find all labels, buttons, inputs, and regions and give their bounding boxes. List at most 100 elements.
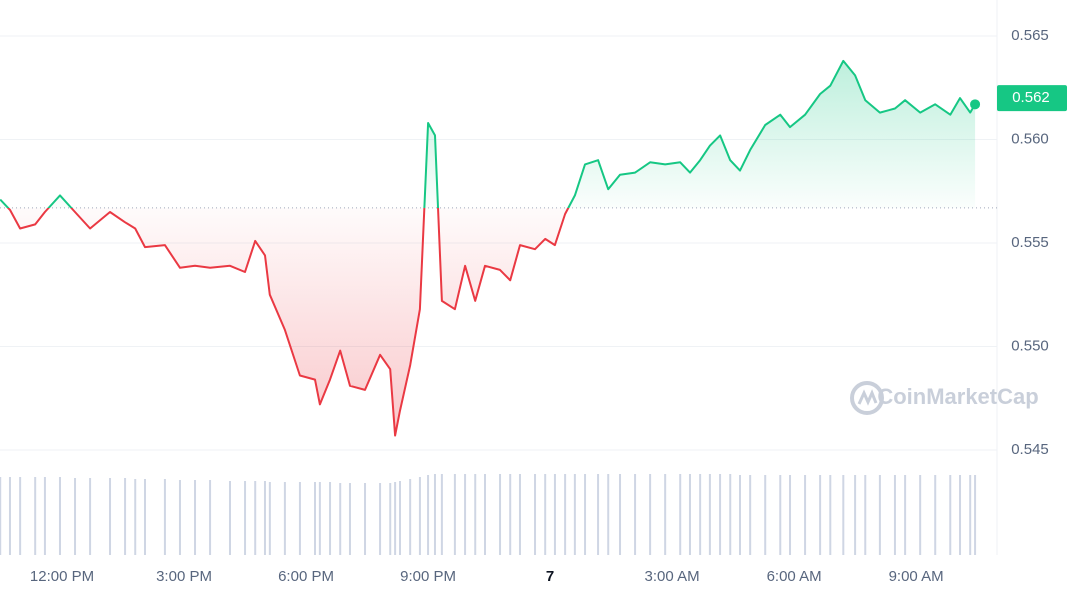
volume-bar bbox=[499, 474, 502, 555]
volume-bar bbox=[43, 477, 46, 555]
volume-bar bbox=[679, 474, 682, 555]
last-point bbox=[970, 99, 981, 110]
x-tick-label: 6:00 AM bbox=[767, 568, 822, 585]
price-line bbox=[0, 59, 976, 437]
volume-bar bbox=[453, 474, 456, 555]
volume-bar bbox=[959, 475, 962, 555]
y-tick-label: 0.550 bbox=[1011, 337, 1049, 354]
volume-bar bbox=[209, 480, 212, 555]
volume-bar bbox=[597, 474, 600, 555]
volume-bar bbox=[534, 474, 537, 555]
volume-bar bbox=[804, 475, 807, 555]
volume-bar bbox=[634, 474, 637, 555]
area-fill bbox=[0, 60, 976, 436]
x-tick-label: 3:00 AM bbox=[645, 568, 700, 585]
x-tick-label: 6:00 PM bbox=[278, 568, 334, 585]
volume-bar bbox=[427, 475, 430, 555]
volume-bar bbox=[398, 481, 401, 555]
volume-bar bbox=[379, 483, 382, 555]
volume-bar bbox=[708, 474, 711, 555]
volume-bar bbox=[842, 475, 845, 555]
volume-bar bbox=[440, 474, 443, 555]
volume-bar bbox=[779, 475, 782, 555]
volume-bar bbox=[864, 475, 867, 555]
volume-bar bbox=[919, 475, 922, 555]
volume-bar bbox=[483, 474, 486, 555]
volume-bar bbox=[228, 481, 231, 555]
volume-bar bbox=[829, 475, 832, 555]
volume-bar bbox=[584, 474, 587, 555]
volume-bar bbox=[969, 475, 972, 555]
volume-bar bbox=[409, 479, 412, 555]
volume-bar bbox=[389, 483, 392, 555]
volume-bar bbox=[58, 477, 61, 555]
volume-bar bbox=[134, 479, 137, 555]
volume-bar bbox=[934, 475, 937, 555]
volume-bar bbox=[8, 477, 11, 555]
volume-bar bbox=[789, 475, 792, 555]
volume-bar bbox=[893, 475, 896, 555]
price-tag-label: 0.562 bbox=[1012, 89, 1050, 106]
volume-bar bbox=[194, 480, 197, 555]
volume-bar bbox=[124, 478, 127, 555]
x-tick-label: 9:00 PM bbox=[400, 568, 456, 585]
volume-bar bbox=[764, 475, 767, 555]
volume-bar bbox=[244, 481, 247, 555]
volume-bar bbox=[474, 474, 477, 555]
volume-bar bbox=[433, 474, 436, 555]
price-tag bbox=[997, 85, 1067, 112]
y-tick-label: 0.545 bbox=[1011, 441, 1049, 458]
y-tick-label: 0.560 bbox=[1011, 130, 1049, 147]
volume-bar bbox=[619, 474, 622, 555]
volume-bar bbox=[178, 480, 181, 555]
volume-bar bbox=[729, 474, 732, 555]
volume-bar bbox=[649, 474, 652, 555]
volume-bar bbox=[313, 482, 316, 555]
volume-bar bbox=[34, 477, 37, 555]
volume-bar bbox=[974, 475, 977, 555]
volume-bar bbox=[339, 483, 342, 555]
watermark: CoinMarketCap bbox=[877, 384, 1038, 409]
volume-bar bbox=[364, 483, 367, 555]
volume-bar bbox=[19, 477, 22, 555]
volume-bar bbox=[949, 475, 952, 555]
volume-bar bbox=[74, 478, 77, 555]
volume-bar bbox=[0, 477, 2, 555]
volume-bar bbox=[904, 475, 907, 555]
volume-bar bbox=[283, 482, 286, 555]
x-tick-label: 3:00 PM bbox=[156, 568, 212, 585]
volume-bar bbox=[699, 474, 702, 555]
volume-bar bbox=[348, 483, 351, 555]
volume-bar bbox=[688, 474, 691, 555]
volume-bar bbox=[544, 474, 547, 555]
volume-bar bbox=[163, 479, 166, 555]
volume-bar bbox=[464, 474, 467, 555]
volume-bar bbox=[878, 475, 881, 555]
volume-bar bbox=[553, 474, 556, 555]
volume-bar bbox=[509, 474, 512, 555]
volume-bar bbox=[573, 474, 576, 555]
volume-bar bbox=[418, 477, 421, 555]
volume-bar bbox=[329, 482, 332, 555]
volume-bar bbox=[564, 474, 567, 555]
y-tick-label: 0.565 bbox=[1011, 27, 1049, 44]
volume-bar bbox=[263, 481, 266, 555]
volume-bar bbox=[254, 481, 257, 555]
volume-bar bbox=[819, 475, 822, 555]
volume-bar bbox=[738, 475, 741, 555]
volume-bar bbox=[394, 482, 397, 555]
volume-bar bbox=[719, 474, 722, 555]
watermark-logo bbox=[850, 381, 884, 415]
volume-bar bbox=[143, 479, 146, 555]
volume-bar bbox=[749, 475, 752, 555]
x-tick-label: 12:00 PM bbox=[30, 568, 94, 585]
volume-bar bbox=[268, 482, 271, 555]
volume-bar bbox=[298, 482, 301, 555]
volume-bar bbox=[109, 478, 112, 555]
volume-bar bbox=[518, 474, 521, 555]
volume-bar bbox=[607, 474, 610, 555]
volume-bar bbox=[854, 475, 857, 555]
volume-bar bbox=[318, 482, 321, 555]
